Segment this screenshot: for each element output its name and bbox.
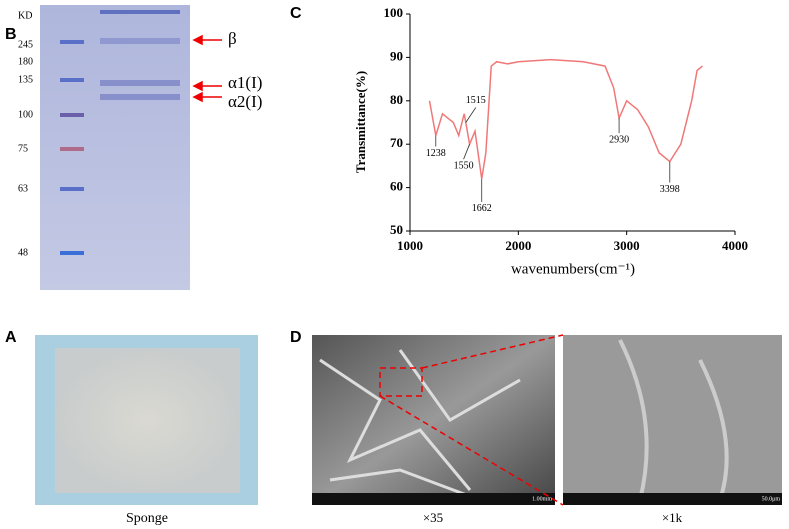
caption: ×1k xyxy=(662,510,683,525)
marker-label: 63 xyxy=(18,183,28,194)
y-tick-label: 100 xyxy=(384,5,404,20)
marker-label: 48 xyxy=(18,247,28,258)
annotation: 1238 xyxy=(426,148,446,159)
band-label: α2(I) xyxy=(228,92,262,111)
x-tick-label: 3000 xyxy=(614,238,640,253)
annotation-leader xyxy=(463,144,470,160)
annotation: 1662 xyxy=(472,203,492,214)
panel-label: A xyxy=(5,329,17,346)
annotation: 3398 xyxy=(660,184,680,195)
y-tick-label: 70 xyxy=(390,135,403,150)
x-axis-label: wavenumbers(cm⁻¹) xyxy=(511,261,635,277)
sem-texture xyxy=(319,349,521,502)
panel-label: D xyxy=(290,329,302,346)
caption: ×35 xyxy=(423,510,443,525)
marker-label: 100 xyxy=(18,109,33,120)
caption: Sponge xyxy=(126,511,168,526)
band-label: β xyxy=(228,29,237,48)
y-tick-label: 90 xyxy=(390,48,403,63)
scale-bar: 50.0μm xyxy=(762,496,781,502)
arrows xyxy=(192,34,222,103)
marker-label: 180 xyxy=(18,56,33,67)
scale-strip xyxy=(312,493,555,505)
marker-label: 245 xyxy=(18,39,33,50)
spectrum xyxy=(428,58,703,180)
marker-label: 135 xyxy=(18,74,33,85)
scale-bar: 1.00mm xyxy=(532,496,552,502)
y-tick-label: 60 xyxy=(390,179,403,194)
x-tick-label: 4000 xyxy=(722,238,748,253)
annotation: 2930 xyxy=(609,134,629,145)
scale-strip xyxy=(563,493,782,505)
y-tick-label: 80 xyxy=(390,92,403,107)
panel-label: C xyxy=(290,5,302,22)
marker-label: 75 xyxy=(18,143,28,154)
x-tick-label: 2000 xyxy=(505,238,531,253)
sem-image-zoom xyxy=(563,335,782,505)
band-label: α1(I) xyxy=(228,73,262,92)
annotation: 1550 xyxy=(454,160,474,171)
y-tick-label: 50 xyxy=(390,222,403,237)
gel-bands xyxy=(60,10,180,255)
zoom-lines xyxy=(379,334,564,506)
sponge xyxy=(55,348,240,493)
sem-texture xyxy=(618,339,729,501)
x-tick-label: 1000 xyxy=(397,238,423,253)
panel-label: B xyxy=(5,26,17,43)
annotation-leader xyxy=(465,107,477,123)
gel-unit: KD xyxy=(18,10,32,21)
y-axis-label: Transmittance(%) xyxy=(353,71,368,173)
annotation: 1515 xyxy=(466,95,486,106)
sem-image xyxy=(312,335,555,505)
